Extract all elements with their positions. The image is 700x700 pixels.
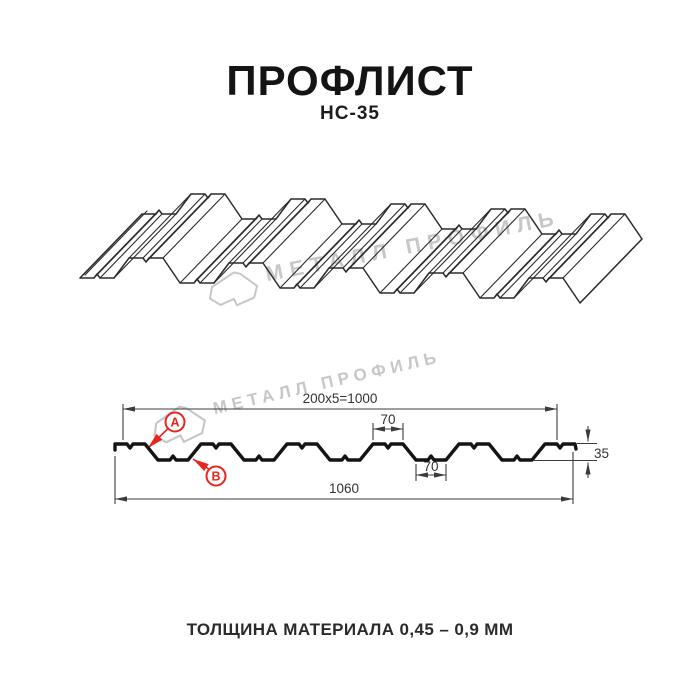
dim-valley-width: 70 (415, 459, 447, 481)
dim-valley-width-value: 70 (423, 459, 438, 474)
page-title: ПРОФЛИСТ (226, 57, 474, 104)
metall-profil-logo-icon (208, 271, 259, 307)
callout-a: A (147, 411, 186, 449)
cross-section-profile-line (113, 442, 578, 462)
dim-height-value: 35 (594, 446, 609, 461)
dim-top-width: 200x5=1000 (122, 391, 558, 440)
metall-profil-logo-icon (153, 405, 206, 444)
dim-total-width-value: 1060 (329, 481, 359, 496)
watermark-metall-profil-upper: МЕТАЛЛ ПРОФИЛЬ (200, 190, 565, 316)
profile-code: НС-35 (320, 103, 380, 124)
dim-crest-width-value: 70 (380, 412, 395, 427)
dim-height: 35 (534, 426, 609, 478)
callout-a-label: A (170, 416, 179, 430)
callout-b: B (192, 458, 227, 487)
callout-b-label: B (211, 470, 220, 484)
watermark-metall-profil-lower: МЕТАЛЛ ПРОФИЛЬ (144, 330, 447, 452)
dim-total-width: 1060 (114, 452, 574, 504)
dim-crest-width: 70 (372, 412, 404, 440)
thickness-note: ТОЛЩИНА МАТЕРИАЛА 0,45 – 0,9 ММ (186, 620, 514, 639)
dim-top-width-value: 200x5=1000 (303, 391, 378, 406)
